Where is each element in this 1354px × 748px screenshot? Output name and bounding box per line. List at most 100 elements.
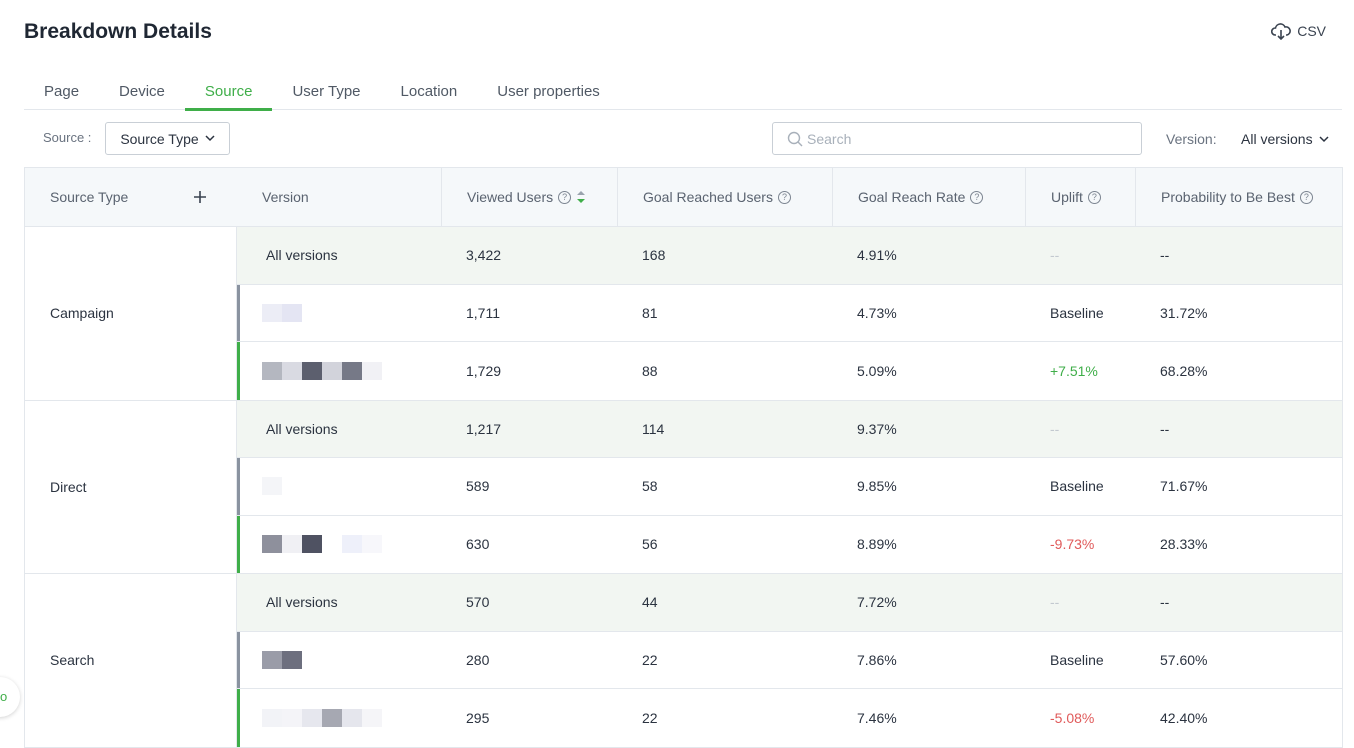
search-icon (787, 131, 803, 146)
header-label: Goal Reached Users (643, 189, 773, 205)
header-goal-reached-users: Goal Reached Users ? (617, 168, 832, 226)
redacted-version-name (262, 303, 302, 322)
header-version: Version (237, 168, 441, 226)
tab-label: Location (400, 82, 458, 100)
help-icon[interactable]: ? (558, 190, 572, 204)
breakdown-table: Source Type Version Viewed Users ? Goal … (24, 167, 1343, 748)
baseline-bar (237, 458, 240, 515)
viewed-cell: 295 (466, 709, 490, 726)
viewed-cell: 1,729 (466, 362, 502, 379)
prob-cell: 28.33% (1160, 536, 1208, 553)
prob-cell: -- (1160, 247, 1170, 264)
table-row: 1,729 88 5.09% +7.51% 68.28% (237, 342, 1342, 400)
rate-cell: 4.73% (857, 304, 897, 321)
help-icon[interactable]: ? (970, 190, 984, 204)
header-uplift: Uplift ? (1025, 168, 1135, 226)
tab-label: User properties (497, 82, 600, 100)
rate-cell: 5.09% (857, 362, 897, 379)
version-cell (237, 632, 441, 689)
tab-device[interactable]: Device (99, 72, 185, 110)
rate-cell: 8.89% (857, 536, 897, 553)
uplift-cell: -9.73% (1050, 536, 1095, 553)
variant-bar (237, 515, 240, 573)
floating-help-button[interactable]: o (0, 677, 20, 717)
reached-cell: 58 (642, 478, 658, 495)
version-cell (237, 689, 441, 747)
reached-cell: 44 (642, 594, 658, 611)
uplift-cell: Baseline (1050, 651, 1104, 668)
header-source-type: Source Type (25, 168, 237, 226)
reached-cell: 88 (642, 362, 658, 379)
prob-cell: 42.40% (1160, 709, 1208, 726)
tab-label: Device (119, 82, 165, 100)
prob-cell: 71.67% (1160, 478, 1208, 495)
group-label: Direct (25, 400, 237, 573)
plus-icon[interactable] (193, 190, 207, 204)
uplift-cell: +7.51% (1050, 362, 1098, 379)
prob-cell: 31.72% (1160, 304, 1208, 321)
page-title: Breakdown Details (24, 20, 212, 43)
table-row: 295 22 7.46% -5.08% 42.40% (237, 689, 1342, 747)
table-row: 589 58 9.85% Baseline 71.67% (237, 458, 1342, 516)
viewed-cell: 589 (466, 478, 490, 495)
uplift-cell: -- (1050, 247, 1060, 264)
version-select[interactable]: All versions (1241, 131, 1329, 147)
baseline-bar (237, 631, 240, 688)
tab-label: User Type (292, 82, 361, 100)
search-box[interactable] (772, 122, 1142, 155)
csv-download-button[interactable]: CSV (1271, 22, 1326, 40)
csv-label: CSV (1297, 23, 1326, 39)
tab-page[interactable]: Page (24, 72, 99, 110)
header-viewed-users[interactable]: Viewed Users ? (441, 168, 617, 226)
viewed-cell: 1,711 (466, 304, 500, 321)
rate-cell: 4.91% (857, 247, 897, 264)
rate-cell: 9.85% (857, 478, 897, 495)
sort-icon[interactable] (576, 189, 586, 205)
table-row: All versions 3,422 168 4.91% -- -- (237, 227, 1342, 285)
table-row: 280 22 7.86% Baseline 57.60% (237, 631, 1342, 689)
help-icon[interactable]: ? (1087, 190, 1101, 204)
source-type-select[interactable]: Source Type (105, 122, 230, 155)
baseline-bar (237, 284, 240, 341)
table-row: 630 56 8.89% -9.73% 28.33% (237, 515, 1342, 573)
cloud-download-icon (1271, 23, 1292, 40)
chevron-down-icon (1319, 135, 1329, 142)
redacted-version-name (262, 650, 302, 669)
source-type-value: Source Type (120, 130, 199, 147)
breakdown-tabs: Page Device Source User Type Location Us… (24, 72, 1342, 111)
search-input[interactable] (807, 130, 1127, 147)
version-cell (237, 342, 441, 400)
header-label: Uplift (1051, 189, 1083, 205)
uplift-cell: -- (1050, 420, 1060, 437)
header-goal-reach-rate: Goal Reach Rate ? (832, 168, 1025, 226)
redacted-version-name (262, 477, 282, 496)
variant-bar (237, 342, 240, 400)
uplift-cell: -5.08% (1050, 709, 1095, 726)
help-icon[interactable]: ? (777, 190, 791, 204)
redacted-version-name (262, 708, 382, 727)
redacted-version-name (262, 361, 382, 380)
uplift-cell: Baseline (1050, 478, 1104, 495)
version-value: All versions (1241, 131, 1313, 147)
rate-cell: 7.86% (857, 651, 897, 668)
tab-user-type[interactable]: User Type (272, 72, 380, 110)
group-campaign: Campaign All versions 3,422 168 4.91% --… (25, 227, 1342, 401)
header-probability-best: Probability to Be Best ? (1135, 168, 1342, 226)
tab-location[interactable]: Location (381, 72, 478, 110)
viewed-cell: 570 (466, 594, 490, 611)
tab-source[interactable]: Source (184, 72, 273, 111)
reached-cell: 22 (642, 709, 658, 726)
tab-label: Source (204, 82, 253, 100)
viewed-cell: 630 (466, 536, 490, 553)
prob-cell: 68.28% (1160, 362, 1208, 379)
prob-cell: -- (1160, 594, 1170, 611)
header-label: Probability to Be Best (1161, 189, 1295, 205)
version-cell: All versions (266, 594, 338, 611)
help-icon[interactable]: ? (1299, 190, 1313, 204)
prob-cell: -- (1160, 420, 1170, 437)
table-row: 1,711 81 4.73% Baseline 31.72% (237, 284, 1342, 342)
tab-user-properties[interactable]: User properties (477, 72, 620, 110)
viewed-cell: 3,422 (466, 247, 502, 264)
uplift-cell: -- (1050, 594, 1060, 611)
chevron-down-icon (205, 135, 215, 142)
